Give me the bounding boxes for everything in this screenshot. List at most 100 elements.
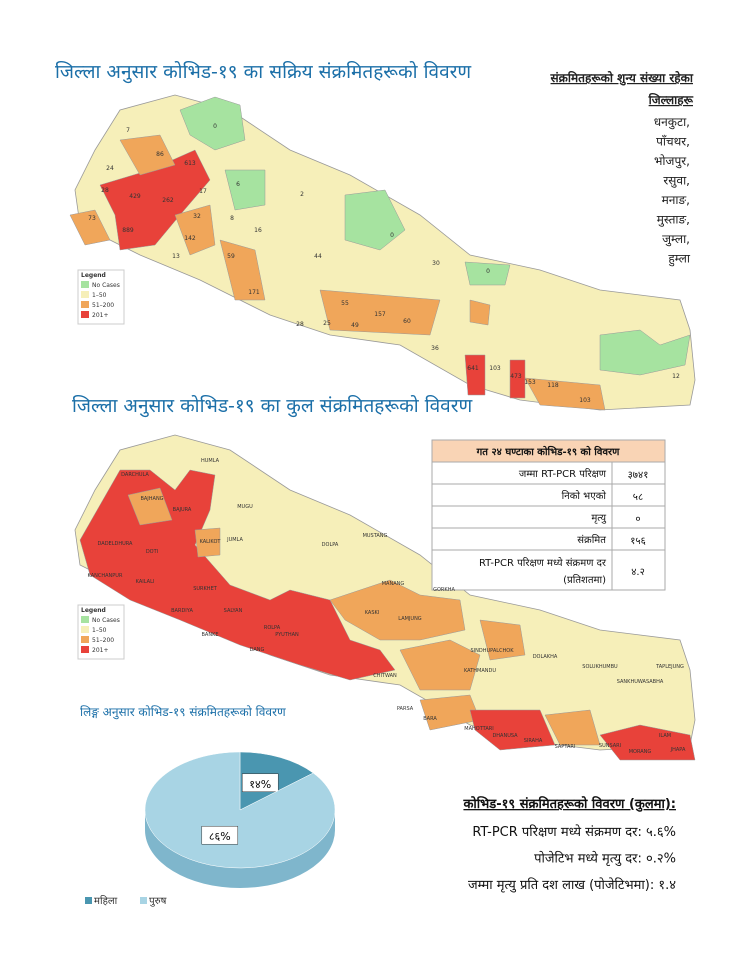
- value-label: ८६%: [209, 830, 231, 843]
- map-label: 36: [431, 345, 439, 352]
- district-name: BANKE: [201, 632, 218, 638]
- map-label: 262: [162, 197, 174, 204]
- district-item: भोजपुर,: [654, 154, 690, 169]
- map-label: 12: [672, 373, 680, 380]
- value-label: १४%: [249, 778, 271, 791]
- map-label: 13: [172, 253, 180, 260]
- district-name: BARA: [423, 716, 437, 722]
- district-item: धनकुटा,: [654, 115, 690, 130]
- map-label: 118: [547, 382, 559, 389]
- district-item: हुम्ला: [668, 252, 690, 267]
- legend-label: 51–200: [92, 302, 114, 309]
- district-name: ROLPA: [264, 625, 281, 631]
- district-item: पाँचथर,: [656, 135, 690, 149]
- table-cell: [431, 549, 613, 591]
- district-name: BAJHANG: [140, 496, 163, 502]
- district-name: ILAM: [659, 733, 671, 739]
- zero-heading: संक्रमितहरूको शुन्य संख्या रहेका: [550, 71, 694, 86]
- district-name: MORANG: [629, 749, 652, 755]
- map-label: 0: [390, 232, 394, 239]
- map-label: 73: [88, 215, 96, 222]
- map-label: 44: [314, 253, 322, 260]
- legend-label: No Cases: [92, 282, 120, 289]
- district-name: SOLUKHUMBU: [582, 664, 618, 670]
- district-name: DARCHULA: [121, 472, 149, 478]
- district-name: MUGU: [237, 504, 253, 510]
- map-label: 86: [156, 151, 164, 158]
- legend-swatch: [81, 281, 89, 288]
- table-title: गत २४ घण्टाका कोभिड-१९ को विवरण: [476, 445, 620, 458]
- map-label: 153: [524, 379, 536, 386]
- legend-swatch: [81, 291, 89, 298]
- map-label: 8: [230, 215, 234, 222]
- map-active: [69, 94, 696, 411]
- table-value: ३७४१: [628, 470, 649, 481]
- map-label: 641: [467, 365, 479, 372]
- district-name: HUMLA: [201, 458, 220, 464]
- district-name: DHANUSA: [492, 733, 518, 739]
- table-cell: [611, 549, 666, 591]
- legend-title: Legend: [81, 607, 106, 614]
- legend-swatch: [81, 311, 89, 318]
- map-label: 49: [351, 322, 359, 329]
- map-label: 0: [213, 123, 217, 130]
- value-label-box: [241, 773, 279, 793]
- table-value: ०: [635, 514, 640, 525]
- map-label: 6: [236, 181, 240, 188]
- table-value: ४.२: [631, 567, 645, 578]
- district-name: PYUTHAN: [275, 632, 299, 638]
- summary-line: पोजेटिभ मध्ये मृत्यु दर: ०.२%: [534, 851, 676, 867]
- map-label: 24: [106, 165, 114, 172]
- district-name: KATHMANDU: [464, 668, 496, 674]
- pie-side: [145, 810, 335, 888]
- district-name: MUSTANG: [363, 533, 388, 539]
- map-label: 0: [486, 268, 490, 275]
- table-label: मृत्यु: [591, 513, 607, 524]
- legend-title: Legend: [81, 272, 106, 279]
- map-label: 157: [374, 311, 386, 318]
- map-label: 17: [199, 188, 207, 195]
- district-name: CHITWAN: [373, 673, 397, 679]
- table-value: १५६: [630, 536, 646, 547]
- district-name: TAPLEJUNG: [655, 664, 684, 670]
- legend-label: पुरुष: [149, 896, 167, 907]
- summary-heading: कोभिड-१९ संक्रमितहरूको विवरण (कुलमा):: [462, 796, 676, 812]
- district-name: MAHOTTARI: [464, 726, 493, 732]
- legend-swatch: [81, 636, 89, 643]
- map-label: 171: [248, 289, 260, 296]
- district-item: मनाङ,: [662, 193, 690, 207]
- table-label: संक्रमित: [577, 534, 606, 546]
- district-name: KALIKOT: [200, 539, 222, 545]
- map-label: 473: [510, 373, 522, 380]
- map-label: 103: [579, 397, 591, 404]
- table-value: ५८: [633, 492, 643, 503]
- table-label: जम्मा RT-PCR परिक्षण: [519, 468, 607, 480]
- district-name: SIRAHA: [524, 738, 543, 744]
- district-name: SANKHUWASABHA: [617, 679, 664, 685]
- map-title: जिल्ला अनुसार कोभिड-१९ का सक्रिय संक्रमि…: [55, 60, 471, 84]
- map-label: 30: [432, 260, 440, 267]
- map-label: 2: [300, 191, 304, 198]
- legend-swatch: [81, 301, 89, 308]
- table-cell: [431, 505, 613, 529]
- table-label: निको भएको: [562, 490, 607, 502]
- summary-line: RT-PCR परिक्षण मध्ये संक्रमण दर: ५.६%: [472, 824, 676, 840]
- map-label: 59: [227, 253, 235, 260]
- district-name: SALYAN: [224, 608, 243, 614]
- district-item: जुम्ला,: [662, 232, 690, 247]
- zero-heading: जिल्लाहरू: [648, 93, 694, 107]
- map-label: 889: [122, 227, 134, 234]
- legend-label: 201+: [92, 647, 108, 654]
- district-item: मुस्ताङ,: [657, 213, 690, 228]
- district-name: PARSA: [397, 706, 414, 712]
- district-name: SINDHUPALCHOK: [470, 648, 514, 654]
- map-title: जिल्ला अनुसार कोभिड-१९ का कुल संक्रमितहर…: [72, 394, 473, 418]
- table-label: RT-PCR परिक्षण मध्ये संक्रमण दर (प्रतिशतम…: [479, 557, 607, 586]
- legend-label: 1–50: [92, 292, 107, 299]
- map-label: 55: [341, 300, 349, 307]
- district-name: DOLAKHA: [533, 654, 558, 660]
- chart-title: लिङ्ग अनुसार कोभिड-१९ संक्रमितहरूको विवर…: [80, 705, 286, 720]
- district-name: DADELDHURA: [98, 541, 134, 547]
- district-name: KAILALI: [136, 579, 155, 585]
- map-label: 613: [184, 160, 196, 167]
